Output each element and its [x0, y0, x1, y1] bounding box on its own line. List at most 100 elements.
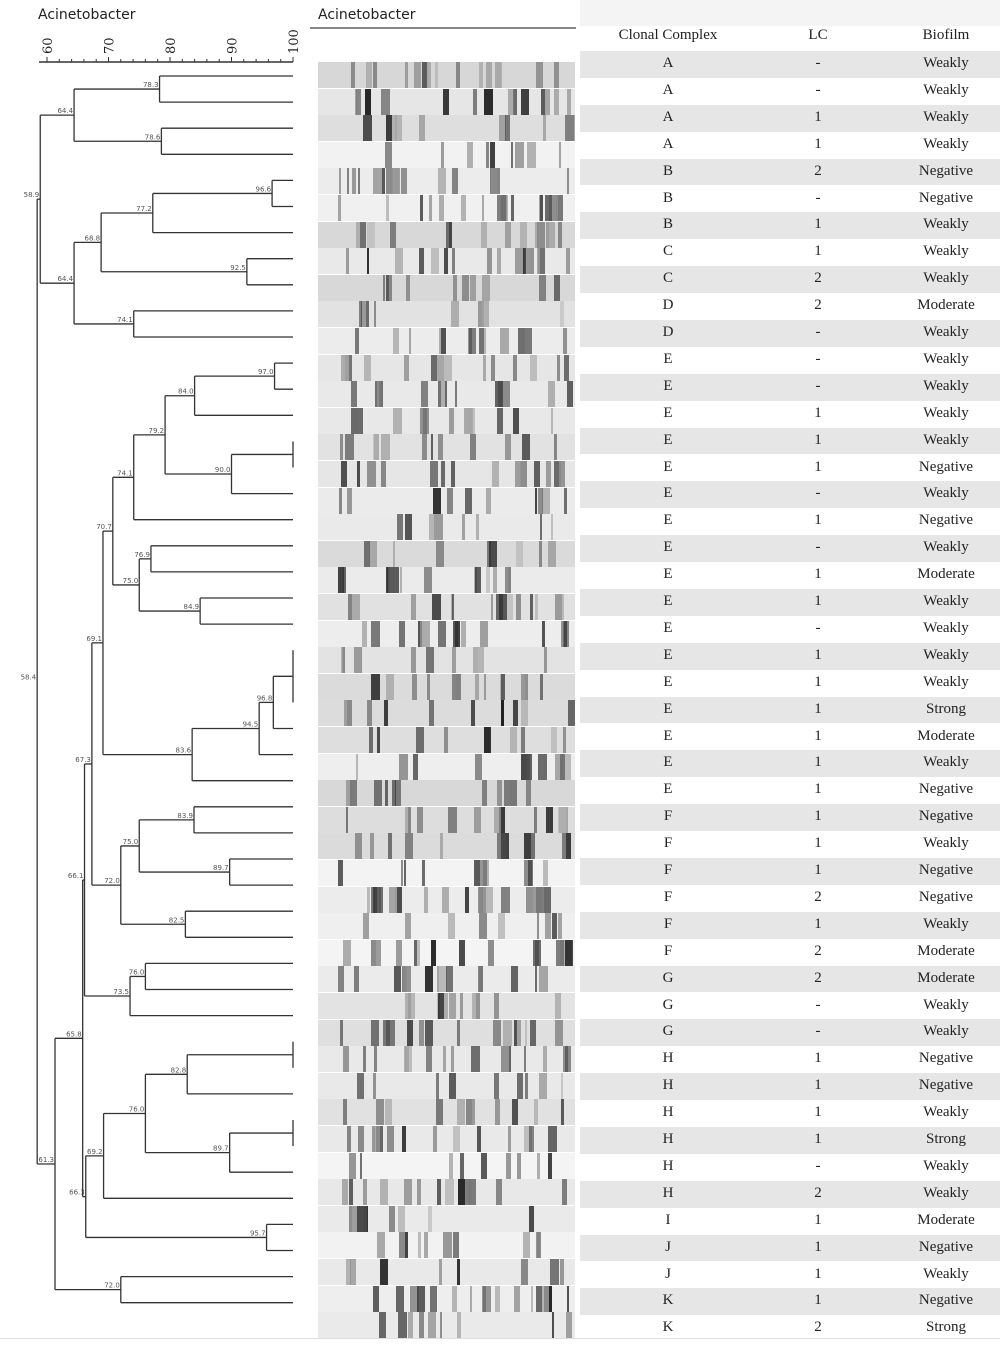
node-similarity-label: 83.9	[177, 812, 193, 820]
cell-cc: E	[663, 512, 673, 529]
gel-band	[450, 461, 456, 487]
gel-band	[423, 567, 432, 594]
gel-band	[510, 195, 514, 221]
gel-lane	[318, 1126, 575, 1152]
gel-band	[551, 407, 554, 434]
cell-biofilm: Negative	[918, 781, 974, 798]
header-biofilm: Biofilm	[922, 27, 970, 43]
table-row: E 1 Moderate	[580, 724, 1000, 751]
gel-band	[349, 1205, 358, 1232]
gel-band	[435, 1099, 444, 1126]
gel-band	[351, 381, 358, 408]
gel-band	[522, 248, 526, 275]
table-row: E - Weakly	[580, 616, 1000, 643]
cell-biofilm: Weakly	[923, 593, 969, 609]
bottom-divider	[0, 1338, 1000, 1339]
gel-band	[339, 434, 344, 461]
gel-band	[399, 753, 409, 780]
cell-biofilm: Weakly	[923, 377, 969, 394]
table-row: E - Weakly	[580, 481, 1000, 509]
table-row: E 1 Negative	[580, 455, 1000, 482]
table-row: A 1 Weakly	[580, 132, 1000, 159]
gel-band	[342, 647, 346, 674]
gel-band	[373, 62, 378, 88]
gel-band	[523, 1046, 527, 1073]
gel-band	[536, 62, 543, 88]
table-row: J 1 Weakly	[580, 1262, 1000, 1289]
gel-band	[451, 248, 455, 275]
gel-band	[410, 594, 417, 620]
cell-biofilm: Weakly	[923, 915, 969, 932]
gel-band	[561, 833, 567, 860]
gel-band	[412, 753, 418, 780]
gel-band	[418, 1312, 424, 1339]
gel-band	[431, 354, 438, 381]
table-row: E 1 Strong	[580, 696, 1000, 724]
cell-cc: E	[663, 646, 673, 663]
gel-band	[517, 328, 526, 354]
gel-band	[541, 487, 550, 514]
gel-band	[493, 993, 499, 1019]
gel-band	[452, 620, 460, 647]
cell-biofilm: Negative	[918, 1292, 974, 1309]
gel-band	[470, 1285, 473, 1312]
gel-band	[367, 461, 376, 487]
gel-band	[469, 1179, 477, 1206]
gel-band	[492, 1019, 502, 1046]
gel-band	[560, 301, 565, 328]
gel-band	[557, 806, 567, 833]
axis-tick-label: 60	[41, 37, 56, 54]
gel-band	[457, 1259, 460, 1285]
cell-lc: 1	[814, 673, 822, 690]
cell-biofilm: Weakly	[923, 754, 969, 771]
gel-band	[539, 1072, 547, 1099]
gel-band	[539, 966, 548, 993]
cell-biofilm: Weakly	[923, 619, 969, 636]
gel-band	[396, 1285, 405, 1312]
gel-band	[374, 780, 382, 807]
cell-cc: G	[662, 969, 674, 986]
table-row: E 1 Moderate	[580, 562, 1000, 589]
header-clonal-complex: Clonal Complex	[618, 27, 718, 43]
gel-band	[539, 514, 543, 541]
gel-band	[499, 115, 507, 142]
cell-lc: 1	[814, 512, 822, 529]
cell-cc: B	[662, 189, 674, 206]
node-similarity-label: 84.0	[178, 388, 194, 396]
node-similarity-label: 65.8	[66, 1030, 82, 1038]
cell-cc: E	[663, 377, 673, 394]
cell-biofilm: Weakly	[923, 55, 969, 71]
table-row: F 1 Negative	[580, 858, 1000, 885]
gel-band	[403, 1179, 412, 1206]
gel-band	[527, 753, 532, 780]
cell-lc: 1	[814, 808, 822, 825]
gel-lane	[318, 1285, 575, 1312]
gel-lane	[318, 381, 575, 408]
node-similarity-label: 72.0	[104, 877, 120, 885]
gel-band	[372, 1126, 376, 1152]
gel-band	[448, 806, 457, 833]
gel-band	[411, 647, 417, 674]
gel-band	[528, 1126, 534, 1152]
gel-band	[403, 860, 407, 886]
gel-band	[351, 594, 361, 620]
gel-lane	[318, 274, 575, 301]
gel-band	[412, 673, 417, 700]
gel-band	[350, 407, 359, 434]
gel-band	[542, 860, 549, 886]
gel-band	[566, 168, 570, 195]
gel-band	[430, 434, 434, 461]
gel-lane	[318, 115, 575, 142]
cell-cc: A	[662, 81, 674, 98]
node-similarity-label: 73.5	[113, 988, 129, 996]
node-similarity-label: 79.2	[148, 427, 164, 435]
gel-lane	[318, 806, 575, 833]
gel-band	[349, 780, 358, 807]
cell-lc: 1	[814, 404, 822, 421]
gel-band	[427, 1312, 437, 1339]
gel-band	[397, 1205, 406, 1232]
node-similarity-label: 64.4	[57, 275, 73, 283]
gel-band	[380, 1259, 389, 1285]
gel-band	[502, 381, 510, 408]
gel-band	[382, 274, 386, 301]
